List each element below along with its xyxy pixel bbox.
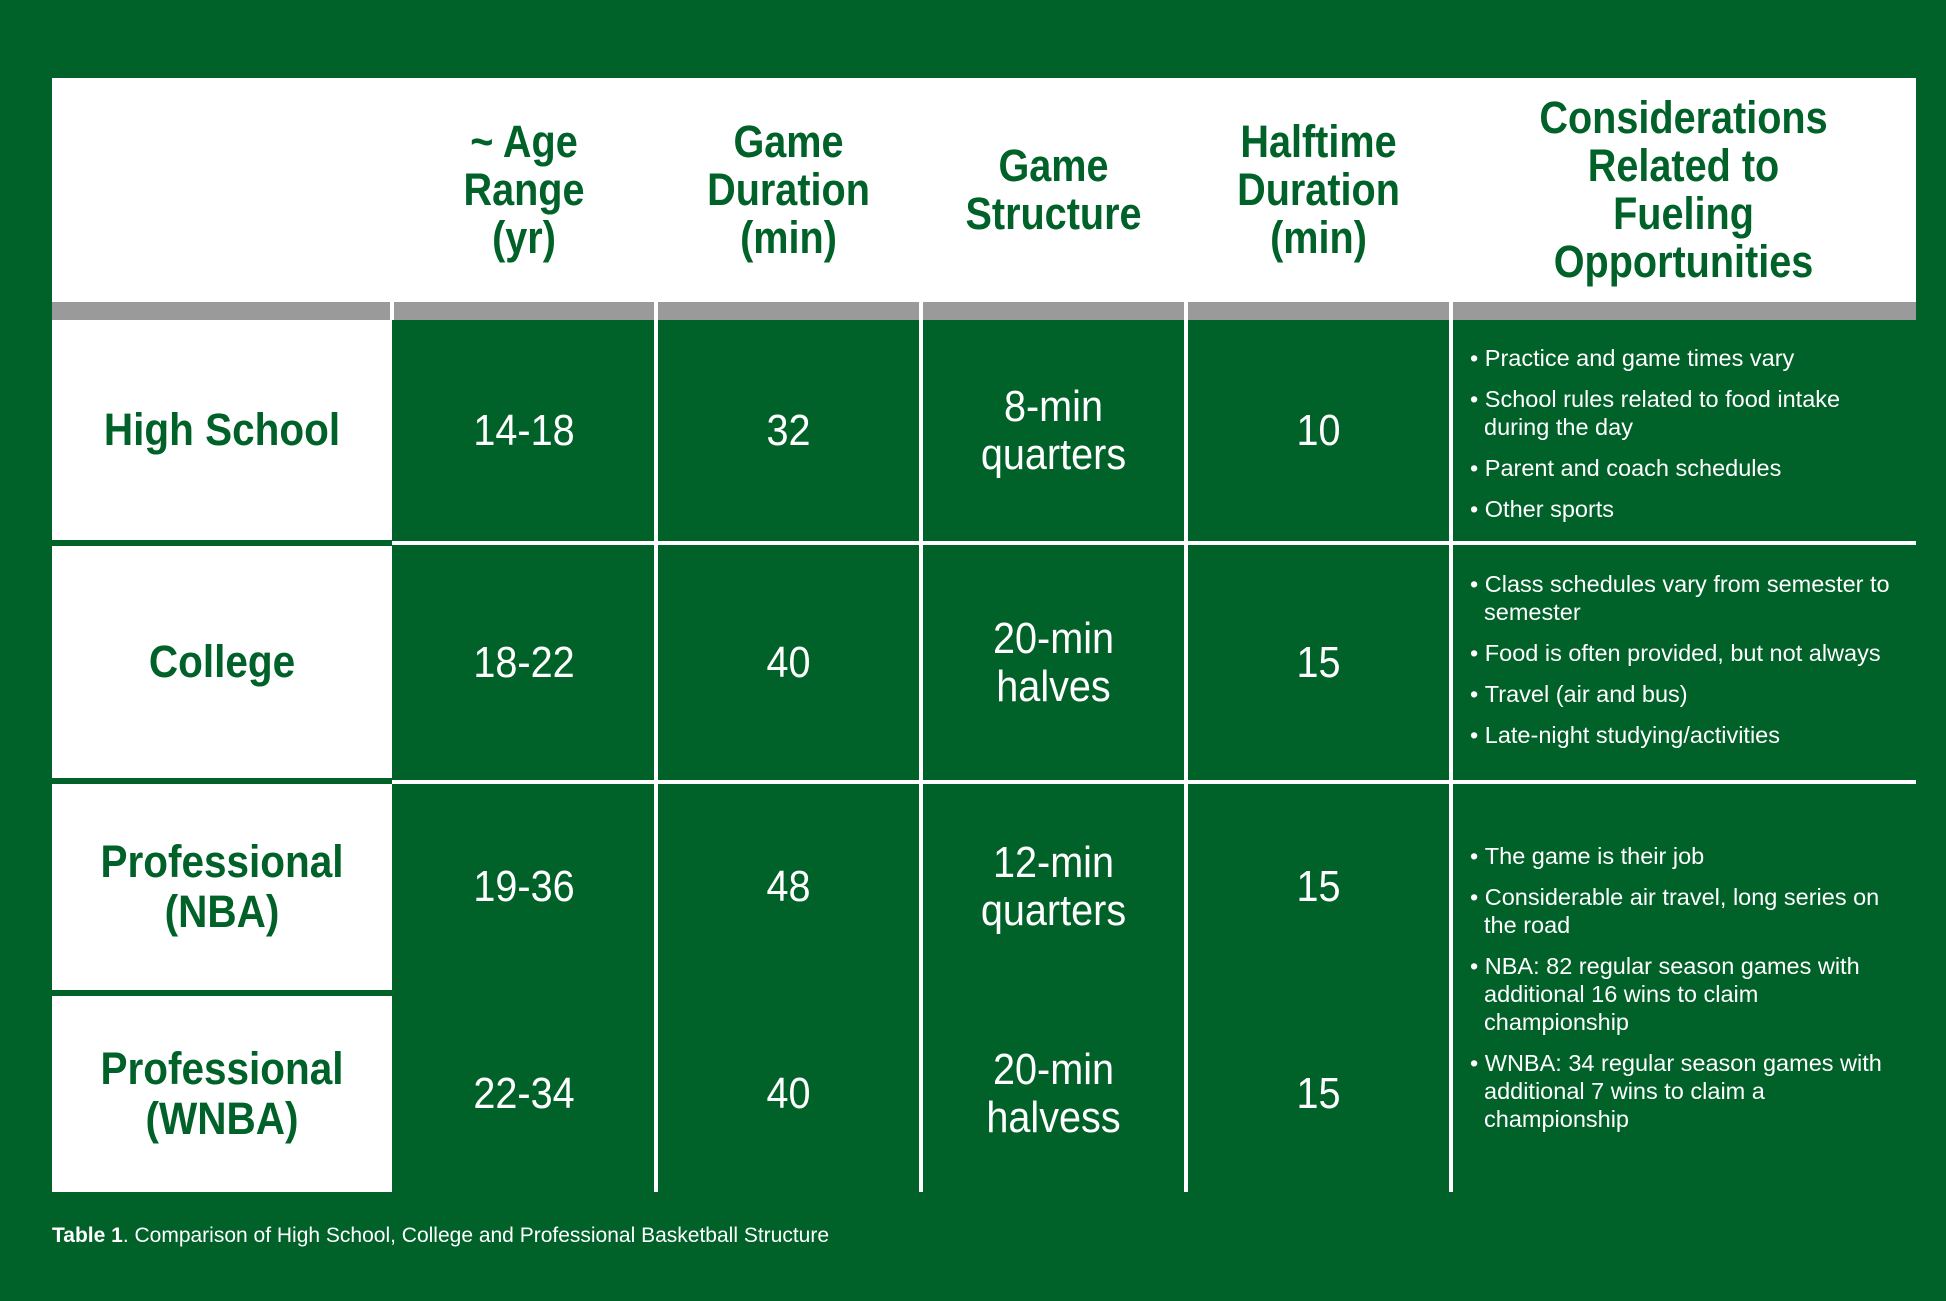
header-game-structure: Game Structure (965, 140, 1142, 239)
list-item: Practice and game times vary (1466, 344, 1896, 372)
header-considerations: Considerations Related to Fueling Opportun… (1539, 92, 1828, 287)
list-item: Other sports (1466, 495, 1896, 523)
cell-duration: 40 (766, 1069, 811, 1118)
list-item: Considerable air travel, long series on … (1466, 883, 1896, 939)
cell-age: 18-22 (473, 637, 575, 687)
header-divider (390, 78, 394, 320)
row-separator (52, 540, 392, 546)
column-divider (919, 320, 923, 1192)
cell-halftime: 15 (1296, 862, 1341, 911)
cell-structure: 20-min halvess (986, 1045, 1121, 1142)
cell-age: 19-36 (473, 862, 575, 911)
row-label-high-school: High School (103, 404, 341, 455)
header-separator (52, 302, 1916, 320)
cell-halftime: 10 (1296, 405, 1341, 455)
row-label-professional-wnba: Professional (WNBA) (100, 1043, 344, 1144)
cell-age: 22-34 (473, 1069, 575, 1118)
column-divider (1449, 320, 1453, 1192)
cell-halftime: 15 (1296, 1069, 1341, 1118)
cell-structure: 12-min quarters (980, 838, 1127, 935)
caption-label: Table 1 (52, 1224, 123, 1247)
cell-duration: 40 (766, 637, 811, 687)
row-separator (52, 778, 392, 784)
header-halftime-duration: Halftime Duration (min) (1237, 116, 1400, 263)
row-label-professional-nba: Professional (NBA) (100, 836, 344, 937)
header-game-duration: Game Duration (min) (707, 116, 870, 263)
considerations-list: The game is their job Considerable air t… (1466, 842, 1896, 1133)
header-age-range: ~ Age Range (yr) (463, 116, 585, 263)
row-separator (392, 780, 1916, 784)
cell-structure: 8-min quarters (980, 381, 1127, 479)
cell-duration: 32 (766, 405, 811, 455)
header-divider (919, 302, 923, 320)
row-separator (392, 541, 1916, 545)
header-divider (654, 302, 658, 320)
list-item: Parent and coach schedules (1466, 454, 1896, 482)
considerations-list: Class schedules vary from semester to se… (1466, 570, 1896, 749)
cell-considerations: Class schedules vary from semester to se… (1466, 570, 1896, 762)
cell-halftime: 15 (1296, 637, 1341, 687)
list-item: Food is often provided, but not always (1466, 639, 1896, 667)
table-caption: Table 1. Comparison of High School, Coll… (52, 1223, 829, 1249)
cell-structure: 20-min halves (992, 613, 1115, 711)
list-item: Travel (air and bus) (1466, 680, 1896, 708)
list-item: Late-night studying/activities (1466, 721, 1896, 749)
cell-considerations: Practice and game times vary School rule… (1466, 344, 1896, 536)
header-divider (1449, 302, 1453, 320)
header-divider (1184, 302, 1188, 320)
cell-duration: 48 (766, 862, 811, 911)
list-item: School rules related to food intake duri… (1466, 385, 1896, 441)
column-divider (654, 320, 658, 1192)
considerations-list: Practice and game times vary School rule… (1466, 344, 1896, 523)
cell-considerations-professional: The game is their job Considerable air t… (1466, 842, 1896, 1146)
list-item: WNBA: 34 regular season games with addit… (1466, 1049, 1896, 1133)
column-divider (1184, 320, 1188, 1192)
row-label-college: College (148, 636, 296, 687)
row-label-column (52, 320, 392, 1192)
caption-text: . Comparison of High School, College and… (122, 1224, 830, 1247)
table-header-band (52, 78, 1916, 302)
list-item: NBA: 82 regular season games with additi… (1466, 952, 1896, 1036)
row-separator (52, 990, 392, 996)
list-item: Class schedules vary from semester to se… (1466, 570, 1896, 626)
list-item: The game is their job (1466, 842, 1896, 870)
cell-age: 14-18 (473, 405, 575, 455)
